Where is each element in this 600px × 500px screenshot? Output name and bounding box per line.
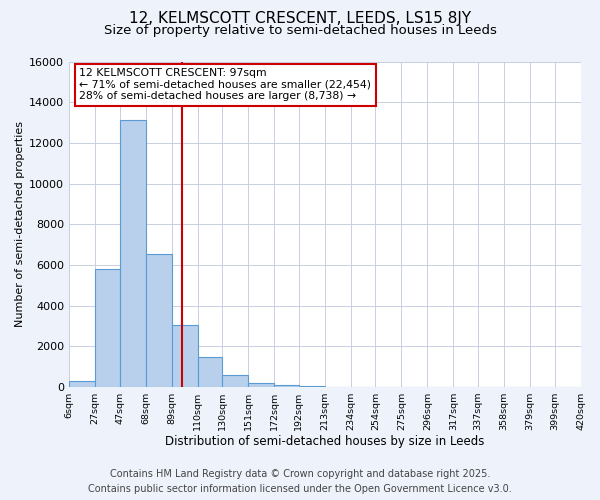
Bar	[223, 375, 248, 387]
Bar	[274, 385, 299, 387]
Text: 12, KELMSCOTT CRESCENT, LEEDS, LS15 8JY: 12, KELMSCOTT CRESCENT, LEEDS, LS15 8JY	[129, 11, 471, 26]
Bar	[197, 358, 223, 387]
X-axis label: Distribution of semi-detached houses by size in Leeds: Distribution of semi-detached houses by …	[165, 434, 485, 448]
Bar	[95, 269, 120, 387]
Bar	[146, 254, 172, 387]
Bar	[172, 325, 197, 387]
Bar	[248, 383, 274, 387]
Text: Size of property relative to semi-detached houses in Leeds: Size of property relative to semi-detach…	[104, 24, 496, 37]
Text: Contains HM Land Registry data © Crown copyright and database right 2025.
Contai: Contains HM Land Registry data © Crown c…	[88, 469, 512, 494]
Bar	[69, 382, 95, 387]
Bar	[120, 120, 146, 387]
Y-axis label: Number of semi-detached properties: Number of semi-detached properties	[15, 121, 25, 327]
Text: 12 KELMSCOTT CRESCENT: 97sqm
← 71% of semi-detached houses are smaller (22,454)
: 12 KELMSCOTT CRESCENT: 97sqm ← 71% of se…	[79, 68, 371, 101]
Bar	[299, 386, 325, 387]
